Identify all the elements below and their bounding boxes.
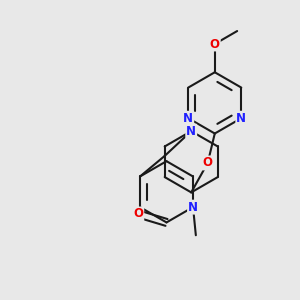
Text: O: O <box>203 157 213 169</box>
Text: O: O <box>210 38 220 50</box>
Text: N: N <box>236 112 246 125</box>
Text: N: N <box>186 125 196 138</box>
Text: O: O <box>133 208 143 220</box>
Text: N: N <box>183 112 193 125</box>
Text: N: N <box>188 201 198 214</box>
